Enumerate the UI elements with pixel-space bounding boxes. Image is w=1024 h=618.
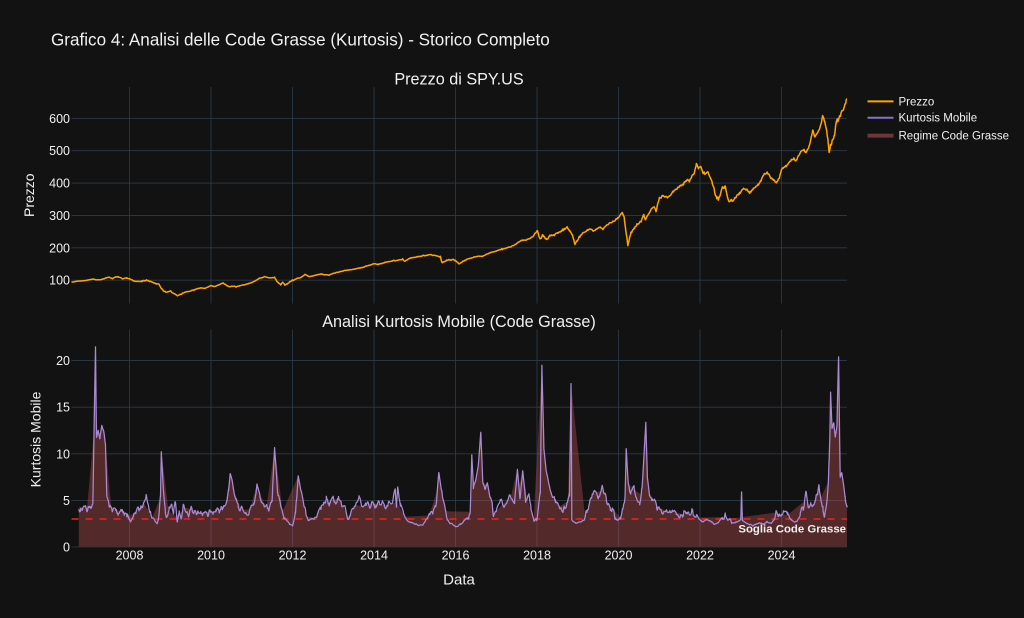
svg-text:Analisi Kurtosis Mobile (Code: Analisi Kurtosis Mobile (Code Grasse) xyxy=(322,313,596,331)
svg-text:0: 0 xyxy=(63,541,70,555)
svg-text:2014: 2014 xyxy=(360,549,388,563)
svg-text:10: 10 xyxy=(56,447,70,461)
svg-text:5: 5 xyxy=(63,494,70,508)
svg-text:Prezzo: Prezzo xyxy=(21,173,37,217)
svg-text:Prezzo: Prezzo xyxy=(899,96,935,108)
svg-text:Regime Code Grasse: Regime Code Grasse xyxy=(899,131,1010,143)
svg-text:300: 300 xyxy=(49,209,70,223)
svg-text:Data: Data xyxy=(443,571,475,588)
svg-text:2022: 2022 xyxy=(686,549,714,563)
svg-text:2012: 2012 xyxy=(279,549,307,563)
svg-text:2020: 2020 xyxy=(605,549,633,563)
svg-text:400: 400 xyxy=(49,177,70,191)
svg-text:2016: 2016 xyxy=(442,549,470,563)
svg-text:100: 100 xyxy=(49,274,70,288)
svg-text:Soglia Code Grasse: Soglia Code Grasse xyxy=(738,524,846,536)
svg-text:2024: 2024 xyxy=(768,549,796,563)
svg-text:200: 200 xyxy=(49,241,70,255)
svg-text:2008: 2008 xyxy=(116,549,144,563)
svg-text:2018: 2018 xyxy=(523,549,551,563)
svg-text:Grafico 4: Analisi delle Code: Grafico 4: Analisi delle Code Grasse (Ku… xyxy=(51,30,550,49)
svg-text:Prezzo di SPY.US: Prezzo di SPY.US xyxy=(394,70,523,88)
svg-text:Kurtosis Mobile: Kurtosis Mobile xyxy=(28,391,44,487)
svg-text:500: 500 xyxy=(49,144,70,158)
svg-text:Kurtosis Mobile: Kurtosis Mobile xyxy=(899,113,978,125)
svg-text:600: 600 xyxy=(49,112,70,126)
svg-text:15: 15 xyxy=(56,401,70,415)
svg-text:2010: 2010 xyxy=(197,549,225,563)
svg-text:20: 20 xyxy=(56,354,70,368)
